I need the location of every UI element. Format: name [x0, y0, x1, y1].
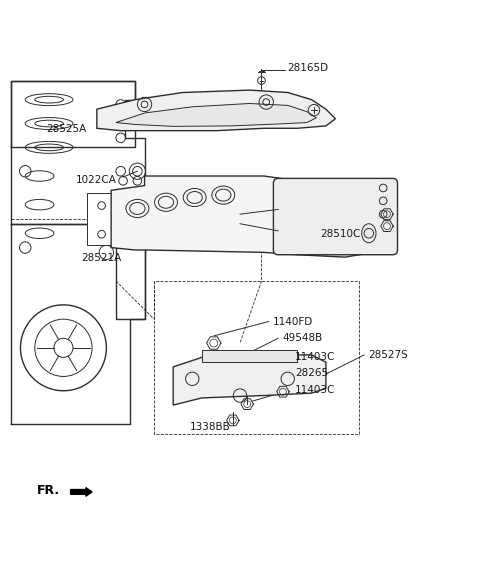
Text: 28521A: 28521A — [82, 253, 122, 263]
Polygon shape — [202, 350, 297, 362]
Text: 1022CA: 1022CA — [75, 175, 116, 185]
FancyBboxPatch shape — [274, 178, 397, 255]
Text: 11403C: 11403C — [295, 352, 335, 362]
Text: 1338BB: 1338BB — [190, 422, 231, 432]
Text: 28265: 28265 — [295, 368, 328, 378]
Polygon shape — [111, 176, 393, 257]
Text: FR.: FR. — [37, 484, 60, 497]
Text: 28165D: 28165D — [288, 63, 329, 73]
Text: 1140FD: 1140FD — [273, 316, 312, 327]
Polygon shape — [173, 355, 326, 405]
Text: 28527S: 28527S — [368, 350, 408, 360]
Text: 28510C: 28510C — [320, 229, 360, 239]
Polygon shape — [87, 193, 264, 245]
Polygon shape — [97, 90, 336, 131]
Text: 11403C: 11403C — [295, 385, 335, 395]
FancyArrow shape — [71, 488, 92, 496]
Polygon shape — [116, 103, 316, 126]
Text: 49548B: 49548B — [282, 333, 322, 343]
Text: 28525A: 28525A — [47, 124, 87, 134]
